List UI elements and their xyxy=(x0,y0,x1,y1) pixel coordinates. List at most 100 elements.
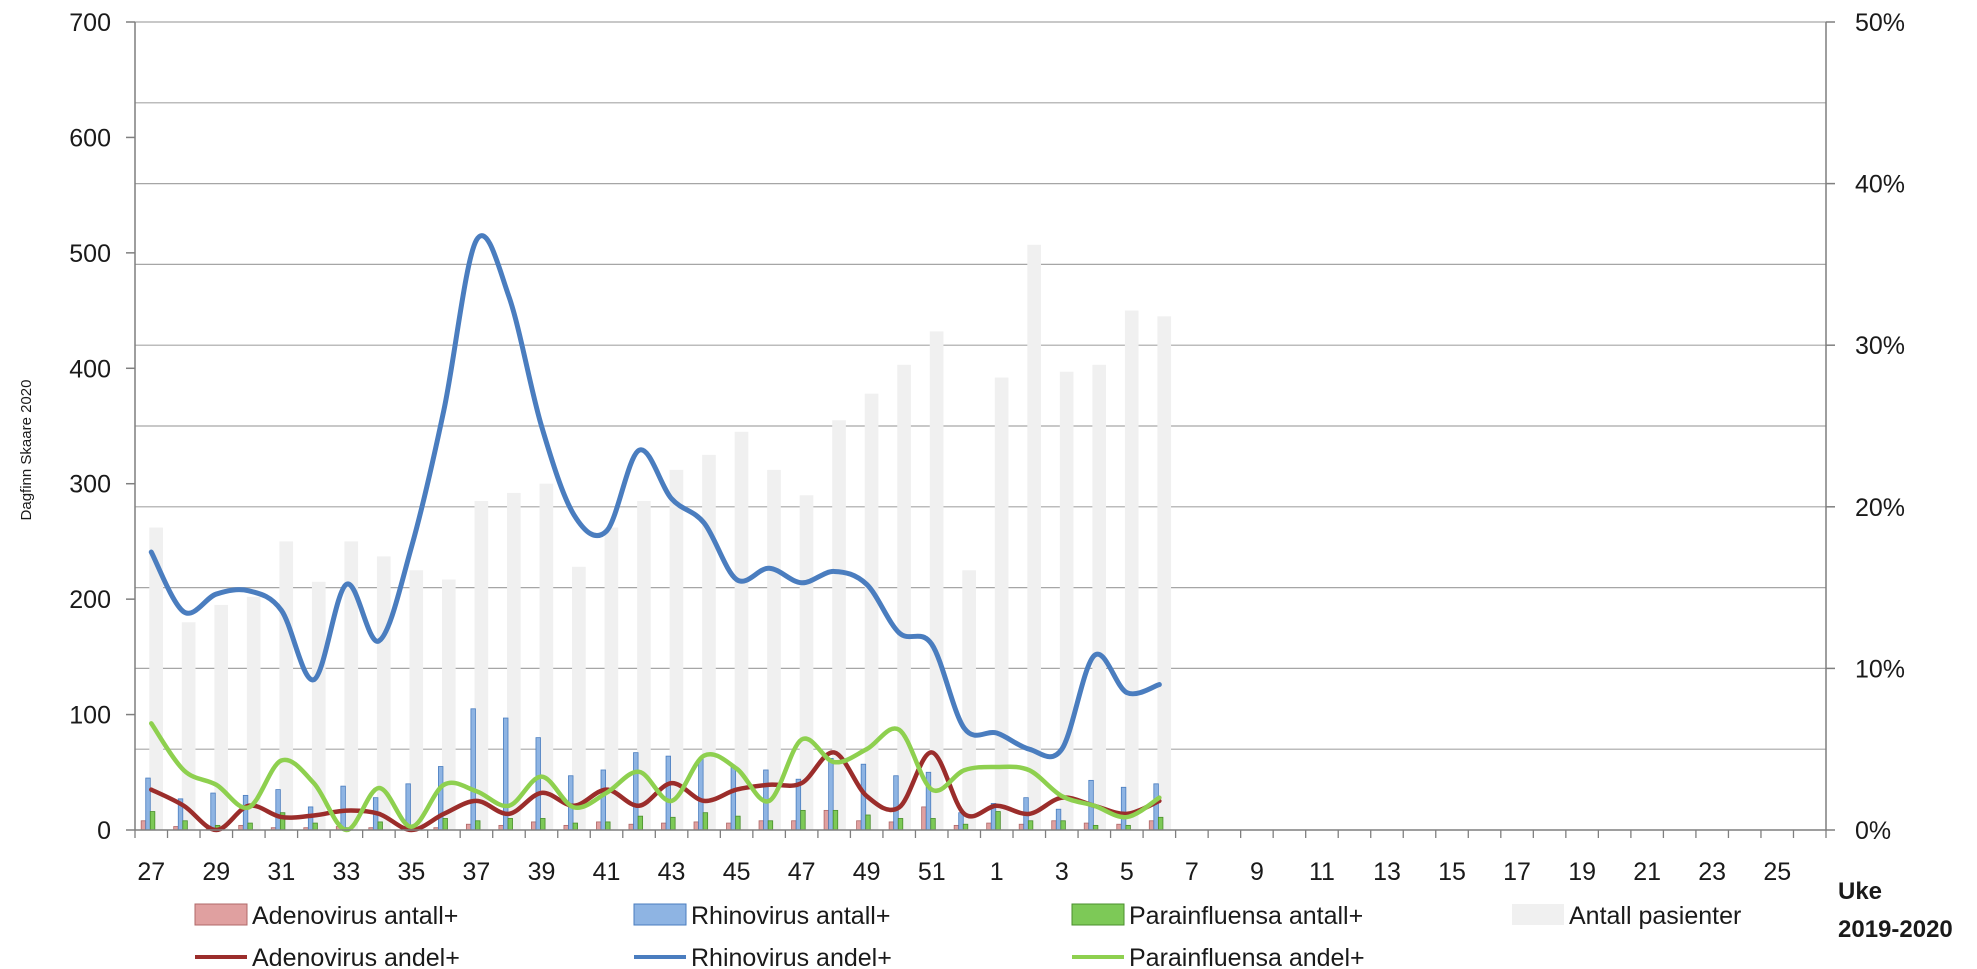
x-tick-label: 5 xyxy=(1120,858,1134,886)
bar-adenovirus-count xyxy=(986,822,992,831)
bar-rhinovirus-count xyxy=(145,777,151,831)
left-tick-label: 200 xyxy=(69,586,111,614)
bar-parainfluensa-count xyxy=(1157,816,1164,831)
bar-patients xyxy=(344,541,359,830)
bar-rhinovirus-count xyxy=(600,769,606,831)
legend: Adenovirus antall+ Rhinovirus antall+ Pa… xyxy=(194,902,1741,969)
bar-rhinovirus-count xyxy=(275,789,281,831)
x-tick-label: 37 xyxy=(463,858,491,886)
left-tick-label: 500 xyxy=(69,240,111,268)
x-tick-label: 9 xyxy=(1250,858,1264,886)
bar-rhinovirus-count xyxy=(1120,786,1127,831)
bar-parainfluensa-count xyxy=(475,820,481,831)
x-tick-label: 1 xyxy=(990,858,1004,886)
line-parainfluensa-share xyxy=(149,721,1162,833)
x-tick-label: 19 xyxy=(1568,858,1596,886)
bar-patients xyxy=(279,541,294,830)
bar-adenovirus-count xyxy=(791,820,797,831)
x-tick-label: 51 xyxy=(918,858,946,886)
bar-rhinovirus-count xyxy=(242,794,249,831)
x-tick-label: 27 xyxy=(137,858,165,886)
bar-adenovirus-count xyxy=(888,821,895,831)
bar-patients xyxy=(604,527,619,830)
bar-adenovirus-count xyxy=(1148,820,1155,831)
bar-patients xyxy=(1092,364,1107,830)
bar-parainfluensa-count xyxy=(670,816,676,831)
bar-adenovirus-count xyxy=(1116,823,1122,831)
x-tick-label: 31 xyxy=(267,858,295,886)
x-tick-label: 21 xyxy=(1633,858,1661,886)
left-tick-label: 600 xyxy=(69,124,111,152)
x-tick-label: 39 xyxy=(528,858,556,886)
bar-patients xyxy=(539,483,554,830)
bar-patients xyxy=(1124,310,1139,831)
bar-adenovirus-count xyxy=(531,821,537,831)
bar-patients xyxy=(1027,244,1041,830)
x-axis-title: Uke xyxy=(1838,878,1882,905)
bar-parainfluensa-count xyxy=(930,818,936,831)
legend-label-rhinovirus-share: Rhinovirus andel+ xyxy=(691,944,892,969)
bar-rhinovirus-count xyxy=(307,806,314,831)
legend-label-adenovirus-share: Adenovirus andel+ xyxy=(252,944,460,969)
legend-label-parainfluensa-share: Parainfluensa andel+ xyxy=(1129,944,1365,969)
bar-rhinovirus-count xyxy=(470,708,476,831)
line-rhinovirus-share xyxy=(148,233,1162,760)
legend-swatch-adenovirus-count xyxy=(194,903,248,926)
x-tick-label: 23 xyxy=(1698,858,1726,886)
bar-patients xyxy=(897,364,911,830)
bar-patients xyxy=(409,570,424,830)
bar-parainfluensa-count xyxy=(1060,820,1066,831)
bar-rhinovirus-count xyxy=(730,766,737,831)
bar-parainfluensa-count xyxy=(507,818,513,831)
legend-swatch-parainfluensa-count xyxy=(1071,903,1125,926)
bar-parainfluensa-count xyxy=(540,818,546,831)
bar-adenovirus-count xyxy=(726,822,732,831)
bar-patients xyxy=(994,377,1009,830)
right-tick-label: 40% xyxy=(1855,171,1905,199)
left-tick-label: 700 xyxy=(69,9,111,37)
bar-parainfluensa-count xyxy=(377,821,383,831)
bar-patients xyxy=(474,501,489,830)
bar-patients xyxy=(149,527,163,830)
bar-patients xyxy=(1157,316,1172,830)
bar-parainfluensa-count xyxy=(442,818,448,831)
left-tick-label: 400 xyxy=(69,355,111,383)
bar-patients xyxy=(572,566,586,830)
bar-parainfluensa-count xyxy=(800,809,806,831)
bar-adenovirus-count xyxy=(921,806,927,831)
bar-adenovirus-count xyxy=(1018,823,1025,831)
bar-adenovirus-count xyxy=(1051,820,1057,831)
bar-adenovirus-count xyxy=(823,809,830,831)
x-tick-label: 33 xyxy=(332,858,360,886)
bar-parainfluensa-count xyxy=(735,815,741,831)
bar-parainfluensa-count xyxy=(767,820,774,831)
bar-rhinovirus-count xyxy=(698,758,704,831)
legend-label-rhinovirus-count: Rhinovirus antall+ xyxy=(691,902,890,930)
bar-patients xyxy=(637,501,651,830)
bar-parainfluensa-count xyxy=(572,822,578,831)
bar-patients xyxy=(441,579,456,830)
bar-rhinovirus-count xyxy=(633,752,639,831)
left-tick-label: 100 xyxy=(69,702,111,730)
bar-rhinovirus-count xyxy=(210,792,216,831)
x-tick-label: 35 xyxy=(398,858,426,886)
x-tick-label: 41 xyxy=(593,858,621,886)
bar-patients xyxy=(214,604,229,830)
bar-parainfluensa-count xyxy=(832,809,839,831)
axes xyxy=(126,21,1835,838)
bar-adenovirus-count xyxy=(628,823,634,831)
bar-rhinovirus-count xyxy=(665,755,671,831)
bar-adenovirus-count xyxy=(140,820,147,831)
bar-rhinovirus-count xyxy=(340,785,346,831)
bar-patients xyxy=(832,420,846,830)
bar-parainfluensa-count xyxy=(312,822,318,831)
bar-parainfluensa-count xyxy=(1027,820,1034,831)
bar-adenovirus-count xyxy=(596,821,602,831)
ticks: 0 100 200 300 400 500 600 700 0% 10% 20% 30% 40% 50% 2… xyxy=(69,9,1905,886)
bar-parainfluensa-count xyxy=(897,818,904,831)
right-tick-label: 20% xyxy=(1855,494,1905,522)
bar-patients xyxy=(311,581,326,830)
bar-patients xyxy=(702,454,716,830)
x-tick-label: 11 xyxy=(1309,858,1335,886)
